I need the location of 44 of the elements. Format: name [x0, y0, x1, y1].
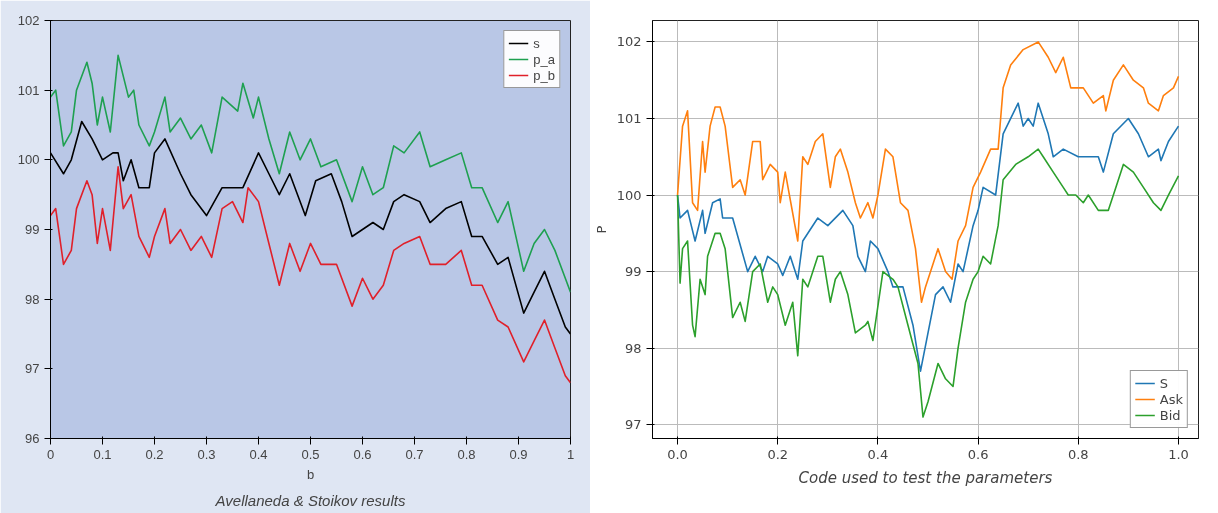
y-tick-label: 100 [616, 187, 642, 203]
y-tick-label: 98 [25, 291, 40, 307]
line-series [50, 166, 571, 384]
x-tick-label: 0 [46, 446, 55, 462]
y-tick-label: 102 [616, 34, 642, 50]
x-tick-label: 0.2 [767, 446, 789, 462]
x-tick-label: 0.3 [197, 446, 216, 462]
legend-label: S [1159, 375, 1170, 391]
x-tick-label: 0.6 [967, 446, 989, 462]
legend-label: p_a [533, 51, 555, 67]
y-tick-label: 101 [616, 110, 642, 126]
text: Code used to test the parameters [798, 468, 1053, 487]
x-tick-label: 0.4 [249, 446, 268, 462]
y-axis-title: P [593, 225, 609, 234]
x-tick-label: 0.0 [667, 446, 688, 462]
line-series [676, 41, 1180, 304]
x-tick-label: 0.9 [509, 446, 528, 462]
x-tick-label: 0.8 [457, 446, 476, 462]
x-tick-label: 0.8 [1067, 446, 1089, 462]
x-tick-label: 0.7 [405, 446, 424, 462]
y-tick-label: 99 [25, 222, 40, 237]
x-tick-label: 0.4 [867, 446, 889, 462]
x-tick-label: 1 [566, 446, 575, 462]
x-tick-label: 0.6 [353, 446, 372, 462]
legend-label: Ask [1159, 391, 1183, 407]
text: Avellaneda & Stoikov results [214, 491, 406, 509]
y-tick-label: 101 [17, 82, 40, 98]
x-tick-label: 0.5 [301, 446, 320, 462]
y-tick-label: 97 [25, 361, 40, 377]
x-tick-label: 1.0 [1168, 446, 1189, 462]
x-tick-label: 0.2 [145, 446, 164, 462]
y-tick-label: 100 [17, 152, 40, 168]
legend-label: Bid [1159, 407, 1181, 423]
legend-label: s [533, 35, 541, 51]
y-tick-label: 97 [624, 417, 642, 433]
y-tick-label: 99 [624, 264, 642, 280]
y-tick-label: 96 [25, 431, 40, 446]
line-series [50, 54, 571, 293]
y-tick-label: 102 [17, 13, 40, 28]
x-tick-label: 0.1 [93, 446, 112, 462]
y-tick-label: 98 [624, 340, 642, 356]
line-series [676, 102, 1180, 372]
x-axis-title: b [306, 466, 315, 482]
legend-label: p_b [533, 67, 555, 83]
